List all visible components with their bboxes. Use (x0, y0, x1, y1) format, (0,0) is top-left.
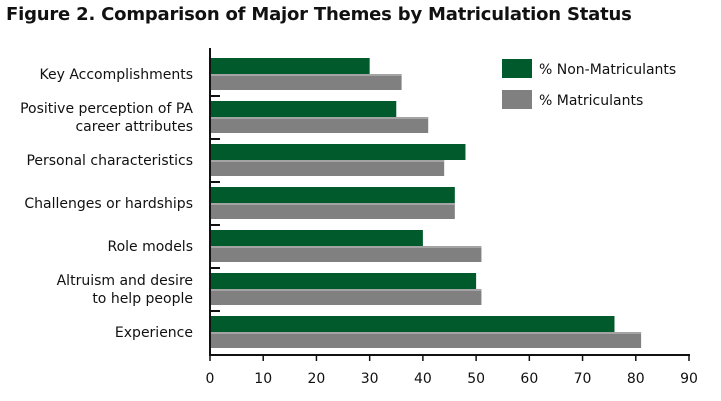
x-tick-label-50: 50 (467, 371, 485, 387)
legend-swatch-non-matriculants (502, 59, 532, 78)
bar-non-matriculants-0 (210, 58, 370, 74)
x-tick-label-30: 30 (361, 371, 379, 387)
bar-non-matriculants-3 (210, 187, 455, 203)
bar-matriculants-2 (210, 160, 445, 176)
category-label-6-0: Experience (115, 325, 193, 341)
category-label-5-1: to help people (92, 291, 193, 307)
category-label-5-0: Altruism and desire (57, 273, 193, 289)
bar-non-matriculants-2 (210, 144, 466, 160)
x-tick-label-60: 60 (520, 371, 538, 387)
x-tick-label-20: 20 (308, 371, 326, 387)
bar-matriculants-1 (210, 117, 429, 133)
category-label-4-0: Role models (107, 239, 193, 255)
axes-group: 0 10 20 30 40 50 60 70 80 90 (206, 48, 698, 387)
category-label-2-0: Personal characteristics (26, 153, 193, 169)
bar-matriculants-3 (210, 203, 455, 219)
bar-matriculants-4 (210, 246, 482, 262)
x-tick-label-40: 40 (414, 371, 432, 387)
legend-label-non-matriculants: % Non-Matriculants (539, 62, 676, 78)
legend: % Non-Matriculants % Matriculants (502, 59, 676, 109)
bar-matriculants-6 (210, 332, 642, 348)
bar-non-matriculants-4 (210, 230, 423, 246)
category-label-1-0: Positive perception of PA (20, 101, 193, 117)
x-tick-label-70: 70 (574, 371, 592, 387)
legend-swatch-matriculants (502, 90, 532, 109)
bar-matriculants-5 (210, 289, 482, 305)
x-tick-label-0: 0 (206, 371, 215, 387)
legend-label-matriculants: % Matriculants (539, 93, 643, 109)
chart-title: Figure 2. Comparison of Major Themes by … (6, 4, 632, 25)
x-tick-label-10: 10 (254, 371, 272, 387)
bar-non-matriculants-1 (210, 101, 397, 117)
category-labels-group: Key Accomplishments Positive perception o… (20, 67, 193, 341)
category-label-0-0: Key Accomplishments (39, 67, 193, 83)
x-tick-label-90: 90 (680, 371, 698, 387)
category-label-3-0: Challenges or hardships (24, 196, 193, 212)
bar-non-matriculants-6 (210, 316, 615, 332)
bar-matriculants-0 (210, 74, 402, 90)
category-label-1-1: career attributes (75, 119, 193, 135)
x-tick-label-80: 80 (627, 371, 645, 387)
bar-non-matriculants-5 (210, 273, 477, 289)
bars-group (210, 58, 642, 348)
